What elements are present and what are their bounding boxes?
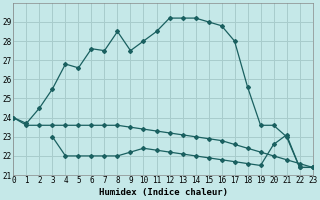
- X-axis label: Humidex (Indice chaleur): Humidex (Indice chaleur): [99, 188, 228, 197]
